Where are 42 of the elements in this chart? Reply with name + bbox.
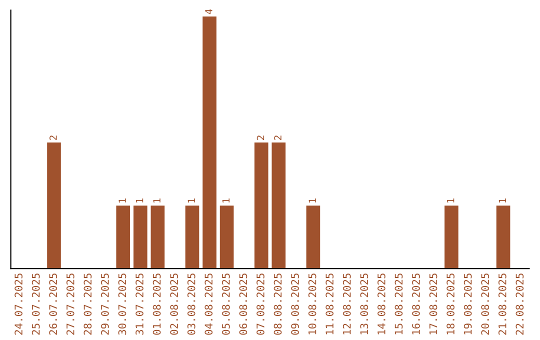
x-tick-label: 08.08.2025	[274, 274, 282, 335]
x-tick-label: 29.07.2025	[101, 274, 109, 335]
x-tick-label: 17.08.2025	[429, 274, 438, 334]
data-label: 1	[136, 198, 144, 203]
x-tick-label: 13.08.2025	[360, 274, 368, 334]
x-tick-label: 25.07.2025	[32, 274, 40, 335]
x-tick-label: 05.08.2025	[222, 274, 230, 335]
data-label: 1	[308, 198, 316, 203]
x-tick-label: 06.08.2025	[239, 274, 248, 335]
x-tick-label: 07.08.2025	[256, 274, 264, 335]
x-tick-label: 22.08.2025	[516, 274, 524, 335]
data-label: 1	[498, 198, 506, 203]
data-label: 1	[153, 198, 160, 203]
x-tick-label: 26.07.2025	[49, 274, 58, 335]
data-label: 2	[274, 136, 282, 140]
x-tick-label: 04.08.2025	[204, 274, 213, 335]
x-tick-label: 03.08.2025	[187, 274, 196, 335]
data-label: 1	[118, 198, 126, 203]
data-label: 1	[222, 198, 230, 203]
x-tick-label: 27.07.2025	[66, 274, 74, 335]
x-tick-label: 21.08.2025	[498, 274, 506, 335]
data-label: 2	[49, 136, 57, 140]
x-tick-label: 14.08.2025	[377, 274, 386, 334]
x-tick-label: 02.08.2025	[170, 274, 178, 335]
data-label: 1	[447, 198, 454, 203]
x-tick-label: 16.08.2025	[412, 274, 420, 334]
x-tick-label: 24.07.2025	[14, 274, 22, 335]
data-label: 2	[256, 136, 264, 140]
data-label: 1	[188, 198, 195, 203]
x-tick-label: 01.08.2025	[152, 274, 161, 335]
x-tick-label: 20.08.2025	[481, 274, 490, 335]
x-tick-label: 31.07.2025	[136, 274, 144, 335]
x-tick-label: 15.08.2025	[394, 274, 403, 334]
x-tick-label: 09.08.2025	[291, 274, 299, 335]
x-tick-label: 11.08.2025	[326, 274, 334, 334]
x-tick-label: 30.07.2025	[118, 274, 126, 335]
data-label: 4	[205, 9, 212, 14]
x-tick-label: 28.07.2025	[84, 274, 92, 335]
x-tick-label: 19.08.2025	[464, 274, 472, 334]
x-tick-label: 10.08.2025	[308, 274, 316, 334]
x-tick-label: 12.08.2025	[342, 274, 351, 334]
x-tick-label: 18.08.2025	[446, 274, 454, 334]
